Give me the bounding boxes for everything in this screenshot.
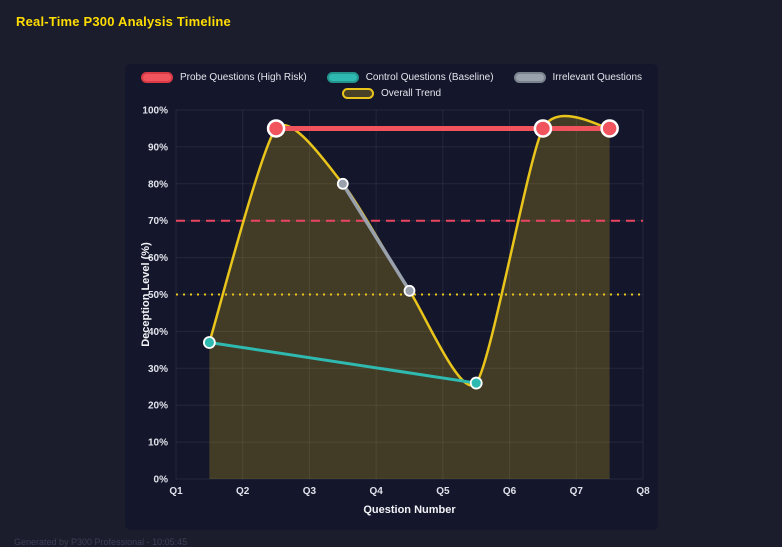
data-point-marker[interactable]	[533, 119, 553, 138]
data-point-marker[interactable]	[336, 177, 349, 190]
series-line-2	[341, 182, 412, 293]
legend-item-0[interactable]: Probe Questions (High Risk)	[140, 72, 307, 83]
chart-panel: Probe Questions (High Risk) Control Quest…	[125, 64, 658, 530]
y-tick-label: 20%	[148, 401, 168, 412]
legend-swatch-icon	[140, 72, 173, 83]
data-point-marker[interactable]	[403, 284, 416, 297]
legend-row: Overall Trend	[341, 88, 442, 99]
x-tick-label: Q2	[236, 486, 250, 497]
y-tick-label: 80%	[148, 179, 168, 190]
x-axis-label: Question Number	[363, 504, 456, 516]
page-title: Real-Time P300 Analysis Timeline	[16, 14, 231, 29]
legend-item-3[interactable]: Overall Trend	[341, 88, 442, 99]
x-tick-label: Q5	[436, 486, 450, 497]
legend-item-2[interactable]: Irrelevant Questions	[513, 72, 643, 83]
legend-label: Probe Questions (High Risk)	[179, 72, 307, 83]
y-tick-label: 30%	[148, 364, 168, 375]
y-tick-label: 70%	[148, 216, 168, 227]
y-tick-label: 90%	[148, 142, 168, 153]
y-tick-label: 40%	[148, 327, 168, 338]
legend-label: Control Questions (Baseline)	[365, 72, 494, 83]
y-tick-label: 100%	[142, 106, 168, 117]
legend-swatch-icon	[326, 72, 359, 83]
x-tick-label: Q6	[503, 486, 517, 497]
series-line-1	[207, 340, 478, 385]
data-point-marker[interactable]	[469, 376, 483, 390]
legend-item-1[interactable]: Control Questions (Baseline)	[326, 72, 494, 83]
y-tick-label: 0%	[154, 475, 169, 486]
legend-label: Irrelevant Questions	[552, 72, 643, 83]
timeline-chart: Q1 Q2 Q3 Q4 Q5 Q6 Q7 Q8 0% 10% 20% 30% 40% 50% 60% 70% 8…	[140, 106, 650, 517]
y-tick-label: 10%	[148, 438, 168, 449]
legend-swatch-icon	[513, 72, 546, 83]
legend-swatch-icon	[341, 88, 374, 99]
legend-label: Overall Trend	[380, 88, 442, 99]
footer-note: Generated by P300 Professional - 10:05:4…	[14, 537, 188, 547]
chart-legend: Probe Questions (High Risk) Control Quest…	[125, 72, 658, 99]
y-tick-label: 60%	[148, 253, 168, 264]
y-axis-label: Deception Level (%)	[140, 242, 152, 347]
x-tick-label: Q8	[636, 486, 650, 497]
x-tick-label: Q4	[369, 486, 383, 497]
y-tick-label: 50%	[148, 290, 168, 301]
x-tick-label: Q3	[303, 486, 317, 497]
data-point-marker[interactable]	[266, 119, 286, 138]
x-tick-label: Q1	[169, 486, 183, 497]
x-tick-label: Q7	[570, 486, 584, 497]
data-point-marker[interactable]	[202, 336, 216, 349]
data-point-marker[interactable]	[600, 119, 619, 138]
legend-row: Probe Questions (High Risk) Control Quest…	[140, 72, 643, 83]
trend-area-fill	[209, 116, 610, 480]
